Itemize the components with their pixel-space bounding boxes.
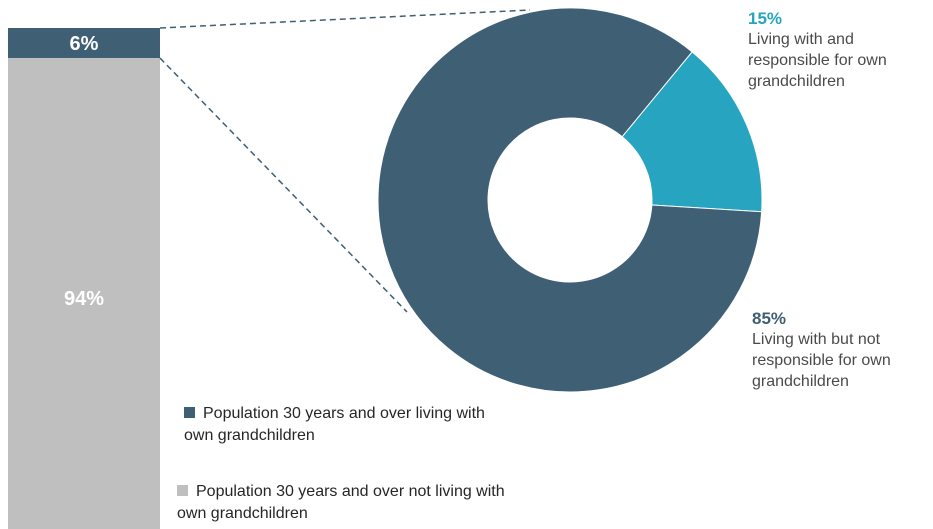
- slice-description-not-responsible: Living with but not responsible for own …: [752, 331, 891, 390]
- connector-line-bottom: [159, 57, 408, 313]
- slice-label-not-responsible: 85% Living with but not responsible for …: [752, 308, 930, 392]
- bar-segment-not-living-with: [8, 58, 160, 529]
- connector-line-top: [159, 9, 531, 29]
- bar-label-6: 6%: [70, 33, 99, 55]
- legend-label-not-living-with: Population 30 years and over not living …: [177, 483, 505, 522]
- slice-label-responsible: 15% Living with and responsible for own …: [748, 8, 928, 92]
- legend-swatch-not-living-with: [177, 485, 188, 496]
- bar-label-94: 94%: [64, 288, 104, 310]
- bar-segment-living-with: [8, 28, 160, 59]
- legend-label-living-with: Population 30 years and over living with…: [184, 405, 485, 444]
- donut-slice-not-responsible: [377, 7, 763, 393]
- slice-description-responsible: Living with and responsible for own gran…: [748, 31, 887, 90]
- slice-percent-15: 15%: [748, 9, 783, 28]
- legend-swatch-living-with: [184, 407, 195, 418]
- legend-item-not-living-with: Population 30 years and over not living …: [177, 481, 522, 525]
- slice-percent-85: 85%: [752, 309, 787, 328]
- donut-slice-responsible: [621, 51, 763, 213]
- legend-item-living-with: Population 30 years and over living with…: [184, 403, 504, 447]
